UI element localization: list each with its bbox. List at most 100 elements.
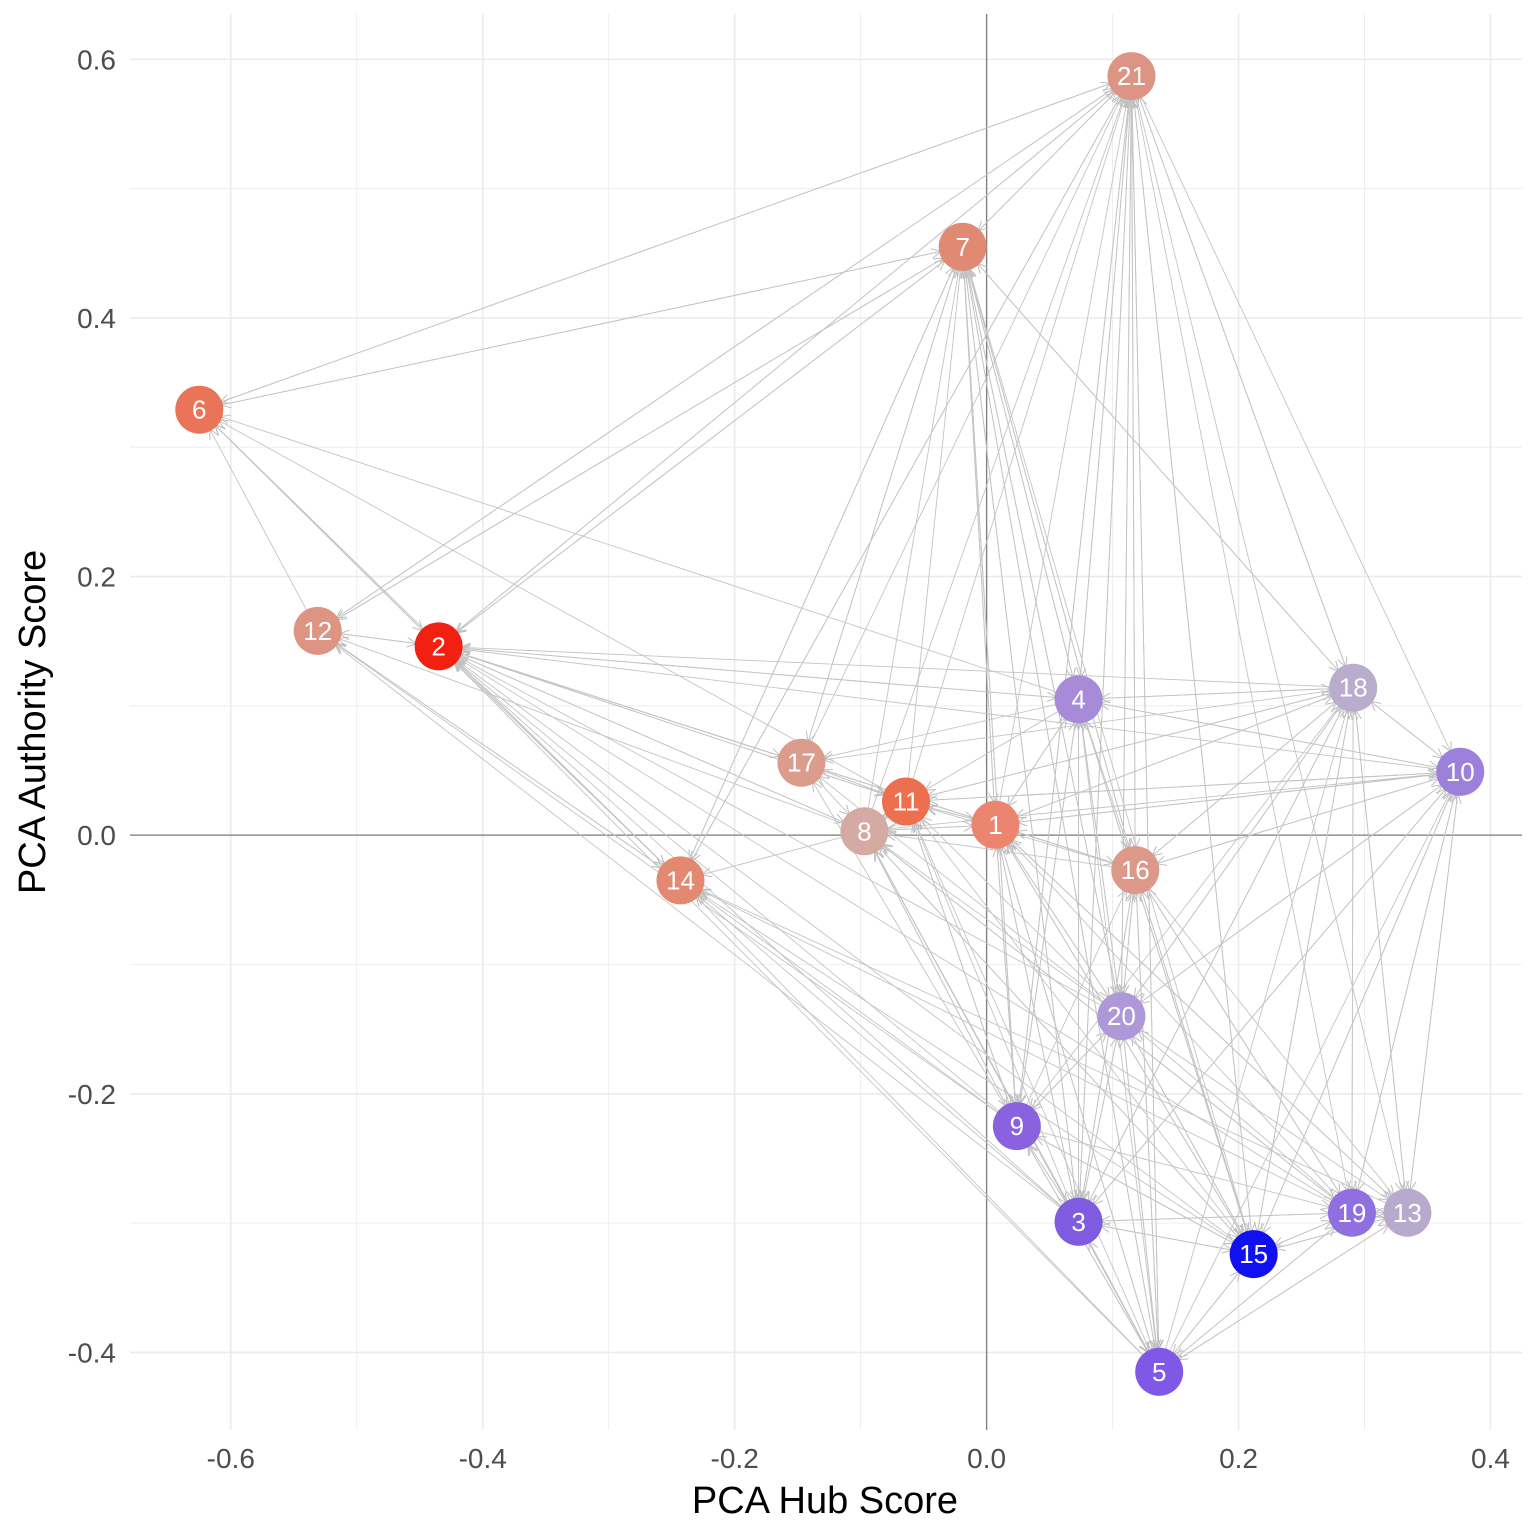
y-tick-label: 0.6 (77, 44, 116, 75)
edge-arrow (333, 641, 662, 868)
node-circle (1054, 675, 1103, 724)
node-circle (1054, 1197, 1103, 1246)
edge-arrow (1131, 96, 1159, 1350)
node-4: 4 (1054, 675, 1103, 724)
edge-arrow (1027, 1142, 1067, 1203)
network-edges (210, 83, 1459, 1362)
edge-arrow (1123, 889, 1134, 994)
edge-arrow (1098, 689, 1332, 699)
edge-arrow (458, 657, 1105, 1008)
edge-arrow (884, 826, 973, 830)
edge-arrow (1271, 1221, 1332, 1247)
edge-arrow (1410, 791, 1459, 1191)
edge-arrow (1164, 709, 1348, 1353)
node-circle (840, 807, 889, 856)
edge-arrow (1167, 791, 1450, 1355)
node-label: 9 (1010, 1111, 1024, 1141)
edge-arrow (456, 653, 844, 822)
node-13: 13 (1383, 1188, 1432, 1237)
node-label: 4 (1071, 684, 1085, 714)
edge-arrow (1084, 718, 1247, 1233)
edge-arrow (461, 647, 1334, 688)
edge-arrow (1174, 1227, 1335, 1360)
node-label: 15 (1239, 1239, 1268, 1269)
major-gridlines (130, 14, 1522, 1430)
node-label: 5 (1152, 1357, 1166, 1387)
y-tick-label: -0.4 (68, 1337, 116, 1368)
edge-arrow (1262, 789, 1453, 1234)
node-6: 6 (175, 385, 224, 434)
node-circle (414, 622, 463, 671)
edge-arrow (689, 264, 955, 860)
node-12: 12 (293, 606, 342, 655)
edge-arrow (699, 892, 1238, 1244)
edge-arrow (1175, 1225, 1389, 1362)
edge-arrow (1009, 838, 1391, 1198)
edge-arrow (912, 820, 1009, 1105)
x-tick-label: -0.4 (459, 1443, 507, 1474)
edge-arrow (335, 644, 1064, 1210)
node-20: 20 (1097, 992, 1146, 1041)
edge-arrow (1080, 96, 1132, 1200)
node-9: 9 (992, 1102, 1041, 1151)
edge-arrow (1013, 696, 1333, 819)
node-label: 20 (1107, 1001, 1136, 1031)
edge-arrow (456, 88, 1117, 633)
edge-arrow (870, 97, 1124, 813)
edge-arrow (1036, 1130, 1330, 1207)
edge-arrow (998, 98, 1128, 806)
node-18: 18 (1329, 663, 1378, 712)
node-circle (1135, 1347, 1184, 1396)
node-label: 18 (1339, 673, 1368, 703)
edge-arrow (1134, 95, 1347, 1191)
edge-arrow (925, 709, 1062, 791)
edge-arrow (919, 819, 1242, 1239)
node-circle (1229, 1230, 1278, 1279)
node-14: 14 (656, 856, 705, 905)
edge-arrow (456, 258, 948, 633)
node-5: 5 (1135, 1347, 1184, 1396)
edge-arrow (1019, 95, 1130, 1104)
node-label: 14 (666, 865, 695, 895)
edge-arrow (808, 265, 958, 742)
node-1: 1 (971, 800, 1020, 849)
node-2: 2 (414, 622, 463, 671)
node-label: 6 (192, 395, 206, 425)
node-label: 8 (857, 816, 871, 846)
edge-arrow (1032, 1030, 1108, 1110)
x-axis-title: PCA Hub Score (692, 1480, 958, 1522)
edge-arrow (867, 268, 959, 812)
edge-arrow (697, 895, 1064, 1210)
y-axis-tick-labels: -0.4 -0.2 0.0 0.2 0.4 0.6 (68, 44, 116, 1368)
edge-arrow (338, 638, 846, 825)
edge-arrow (823, 703, 1060, 758)
edge-arrow (457, 658, 1336, 1203)
node-21: 21 (1107, 52, 1156, 101)
edge-arrow (1352, 707, 1353, 1191)
edge-arrow (457, 652, 781, 756)
node-circle (293, 606, 342, 655)
node-label: 2 (431, 631, 445, 661)
edge-arrow (965, 266, 1155, 1350)
edge-arrow (1015, 774, 1438, 823)
edge-arrow (975, 261, 1339, 672)
node-circle (1107, 52, 1156, 101)
edge-arrow (927, 808, 1117, 865)
node-label: 7 (955, 232, 969, 262)
y-tick-label: 0.0 (77, 820, 116, 851)
edge-arrow (1080, 719, 1118, 994)
node-circle (938, 222, 987, 271)
edge-arrow (460, 649, 1441, 770)
edge-arrow (999, 844, 1075, 1200)
edge-arrow (1171, 1271, 1240, 1357)
edge-arrow (698, 893, 1001, 1115)
edge-arrow (914, 822, 1072, 1204)
edge-arrow (1147, 885, 1394, 1196)
edge-arrow (963, 266, 994, 803)
y-tick-label: 0.4 (77, 303, 116, 334)
node-17: 17 (777, 738, 826, 787)
edge-arrow (1098, 1213, 1330, 1222)
edge-arrow (978, 89, 1118, 231)
edge-arrow (877, 845, 1239, 1238)
